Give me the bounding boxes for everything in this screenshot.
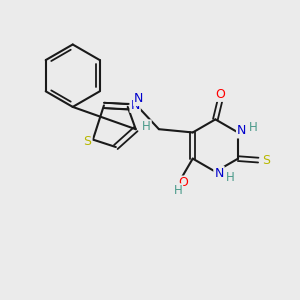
Text: H: H: [226, 170, 235, 184]
Text: N: N: [237, 124, 246, 137]
Text: O: O: [178, 176, 188, 190]
Text: N: N: [130, 99, 140, 112]
Text: N: N: [214, 167, 224, 180]
Text: H: H: [173, 184, 182, 197]
Text: S: S: [262, 154, 270, 167]
Text: H: H: [248, 121, 257, 134]
Text: S: S: [84, 135, 92, 148]
Text: H: H: [142, 120, 151, 133]
Text: N: N: [134, 92, 143, 105]
Text: O: O: [215, 88, 225, 101]
